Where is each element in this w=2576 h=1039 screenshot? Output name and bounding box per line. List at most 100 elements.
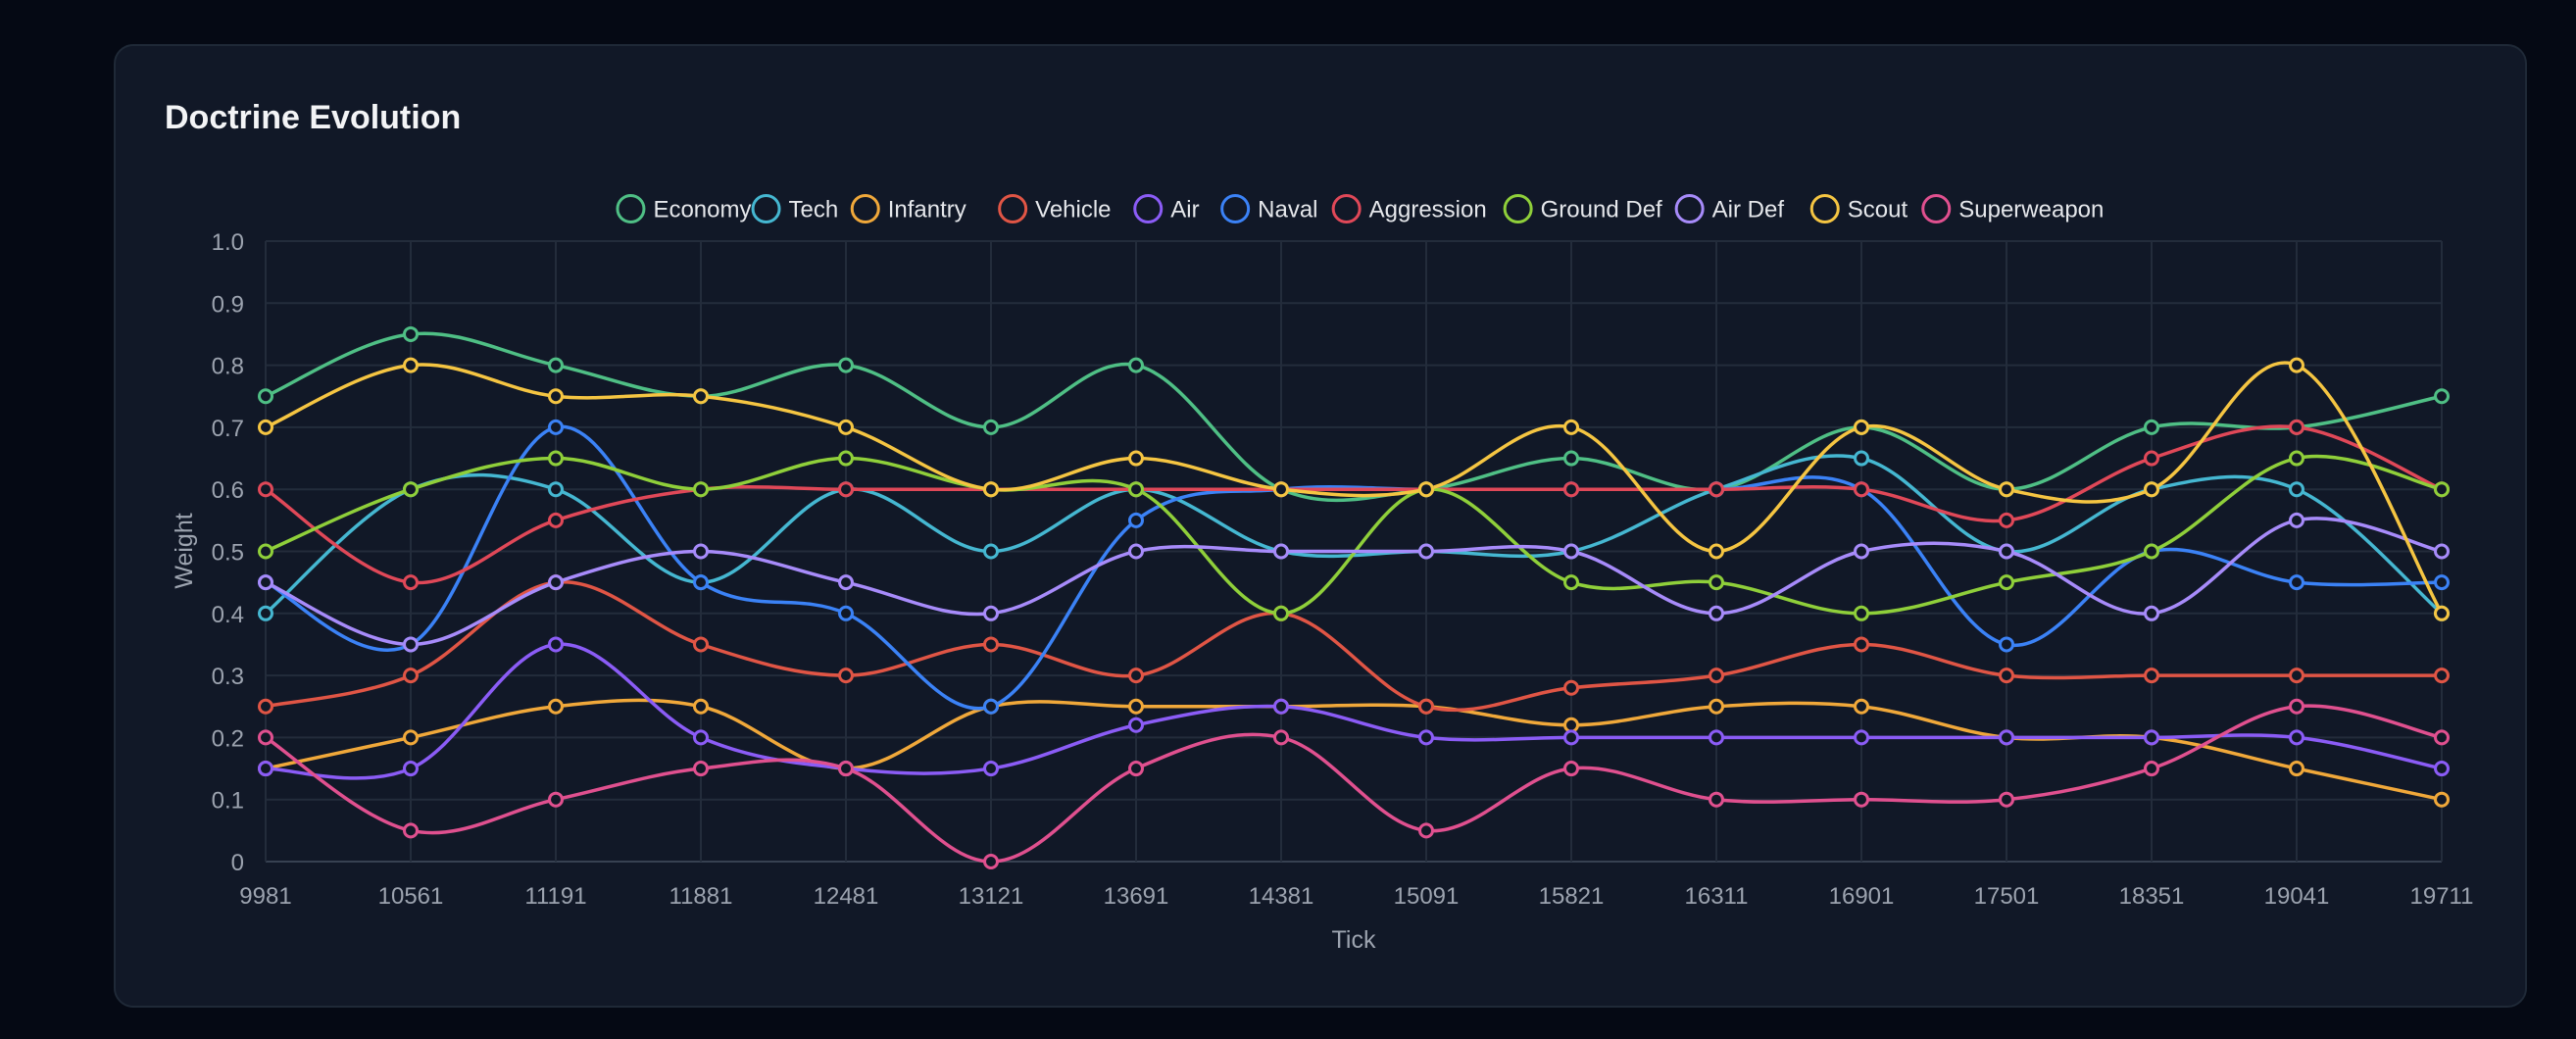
data-point-scout[interactable] bbox=[983, 481, 999, 498]
data-point-air[interactable] bbox=[2434, 761, 2450, 777]
data-point-air-def[interactable] bbox=[403, 636, 419, 653]
data-point-air-def[interactable] bbox=[1273, 543, 1289, 560]
data-point-air-def[interactable] bbox=[1709, 605, 1724, 621]
legend-item-scout[interactable]: Scout bbox=[1809, 194, 1907, 223]
data-point-vehicle[interactable] bbox=[403, 668, 419, 684]
data-point-naval[interactable] bbox=[2434, 574, 2450, 591]
data-point-scout[interactable] bbox=[258, 419, 273, 435]
data-point-tech[interactable] bbox=[1854, 450, 1869, 467]
data-point-naval[interactable] bbox=[2289, 574, 2304, 591]
data-point-scout[interactable] bbox=[2144, 481, 2159, 498]
data-point-air-def[interactable] bbox=[838, 574, 854, 591]
data-point-superweapon[interactable] bbox=[258, 729, 273, 746]
legend-item-air[interactable]: Air bbox=[1133, 194, 1200, 223]
data-point-air[interactable] bbox=[693, 729, 709, 746]
data-point-air[interactable] bbox=[2144, 729, 2159, 746]
data-point-superweapon[interactable] bbox=[2144, 761, 2159, 777]
data-point-naval[interactable] bbox=[983, 698, 999, 715]
data-point-economy[interactable] bbox=[1563, 450, 1579, 467]
data-point-vehicle[interactable] bbox=[838, 668, 854, 684]
legend-item-vehicle[interactable]: Vehicle bbox=[998, 194, 1112, 223]
data-point-ground-def[interactable] bbox=[693, 481, 709, 498]
data-point-ground-def[interactable] bbox=[1563, 574, 1579, 591]
data-point-aggression[interactable] bbox=[2289, 419, 2304, 435]
data-point-superweapon[interactable] bbox=[403, 822, 419, 839]
data-point-scout[interactable] bbox=[1709, 543, 1724, 560]
data-point-aggression[interactable] bbox=[1563, 481, 1579, 498]
data-point-ground-def[interactable] bbox=[1999, 574, 2014, 591]
data-point-scout[interactable] bbox=[693, 388, 709, 405]
data-point-air-def[interactable] bbox=[1563, 543, 1579, 560]
data-point-superweapon[interactable] bbox=[693, 761, 709, 777]
data-point-tech[interactable] bbox=[983, 543, 999, 560]
data-point-air-def[interactable] bbox=[1854, 543, 1869, 560]
data-point-air-def[interactable] bbox=[2434, 543, 2450, 560]
data-point-infantry[interactable] bbox=[1128, 698, 1144, 715]
data-point-vehicle[interactable] bbox=[1999, 668, 2014, 684]
legend-item-economy[interactable]: Economy bbox=[616, 194, 752, 223]
legend-item-tech[interactable]: Tech bbox=[751, 194, 838, 223]
data-point-economy[interactable] bbox=[2434, 388, 2450, 405]
data-point-scout[interactable] bbox=[838, 419, 854, 435]
data-point-aggression[interactable] bbox=[2144, 450, 2159, 467]
data-point-aggression[interactable] bbox=[1709, 481, 1724, 498]
data-point-vehicle[interactable] bbox=[1854, 636, 1869, 653]
data-point-air-def[interactable] bbox=[693, 543, 709, 560]
data-point-superweapon[interactable] bbox=[548, 791, 564, 808]
data-point-air-def[interactable] bbox=[258, 574, 273, 591]
data-point-economy[interactable] bbox=[838, 357, 854, 373]
data-point-ground-def[interactable] bbox=[2144, 543, 2159, 560]
data-point-ground-def[interactable] bbox=[258, 543, 273, 560]
data-point-scout[interactable] bbox=[1273, 481, 1289, 498]
data-point-air-def[interactable] bbox=[983, 605, 999, 621]
data-point-superweapon[interactable] bbox=[1273, 729, 1289, 746]
data-point-superweapon[interactable] bbox=[1563, 761, 1579, 777]
data-point-ground-def[interactable] bbox=[1854, 605, 1869, 621]
legend-item-ground-def[interactable]: Ground Def bbox=[1503, 194, 1662, 223]
data-point-air[interactable] bbox=[2289, 729, 2304, 746]
data-point-infantry[interactable] bbox=[548, 698, 564, 715]
data-point-aggression[interactable] bbox=[838, 481, 854, 498]
data-point-infantry[interactable] bbox=[2434, 791, 2450, 808]
data-point-economy[interactable] bbox=[548, 357, 564, 373]
data-point-vehicle[interactable] bbox=[2434, 668, 2450, 684]
data-point-ground-def[interactable] bbox=[403, 481, 419, 498]
data-point-economy[interactable] bbox=[258, 388, 273, 405]
data-point-superweapon[interactable] bbox=[838, 761, 854, 777]
data-point-aggression[interactable] bbox=[403, 574, 419, 591]
data-point-superweapon[interactable] bbox=[1709, 791, 1724, 808]
data-point-air[interactable] bbox=[1128, 717, 1144, 733]
data-point-scout[interactable] bbox=[1563, 419, 1579, 435]
data-point-economy[interactable] bbox=[983, 419, 999, 435]
data-point-vehicle[interactable] bbox=[258, 698, 273, 715]
data-point-superweapon[interactable] bbox=[2434, 729, 2450, 746]
data-point-tech[interactable] bbox=[2289, 481, 2304, 498]
data-point-air[interactable] bbox=[548, 636, 564, 653]
data-point-air[interactable] bbox=[1563, 729, 1579, 746]
data-point-scout[interactable] bbox=[1418, 481, 1434, 498]
data-point-scout[interactable] bbox=[548, 388, 564, 405]
data-point-scout[interactable] bbox=[1854, 419, 1869, 435]
legend-item-air-def[interactable]: Air Def bbox=[1674, 194, 1784, 223]
data-point-aggression[interactable] bbox=[548, 512, 564, 528]
legend-item-naval[interactable]: Naval bbox=[1220, 194, 1318, 223]
data-point-vehicle[interactable] bbox=[2144, 668, 2159, 684]
data-point-scout[interactable] bbox=[403, 357, 419, 373]
data-point-superweapon[interactable] bbox=[1418, 822, 1434, 839]
data-point-air-def[interactable] bbox=[1418, 543, 1434, 560]
data-point-naval[interactable] bbox=[838, 605, 854, 621]
data-point-ground-def[interactable] bbox=[838, 450, 854, 467]
data-point-infantry[interactable] bbox=[2289, 761, 2304, 777]
data-point-ground-def[interactable] bbox=[2434, 481, 2450, 498]
data-point-scout[interactable] bbox=[1999, 481, 2014, 498]
data-point-tech[interactable] bbox=[258, 605, 273, 621]
data-point-vehicle[interactable] bbox=[1418, 698, 1434, 715]
legend-item-superweapon[interactable]: Superweapon bbox=[1921, 194, 2105, 223]
data-point-vehicle[interactable] bbox=[693, 636, 709, 653]
legend-item-infantry[interactable]: Infantry bbox=[850, 194, 966, 223]
data-point-air-def[interactable] bbox=[2144, 605, 2159, 621]
data-point-vehicle[interactable] bbox=[983, 636, 999, 653]
data-point-scout[interactable] bbox=[2434, 605, 2450, 621]
data-point-naval[interactable] bbox=[1999, 636, 2014, 653]
data-point-air[interactable] bbox=[1854, 729, 1869, 746]
